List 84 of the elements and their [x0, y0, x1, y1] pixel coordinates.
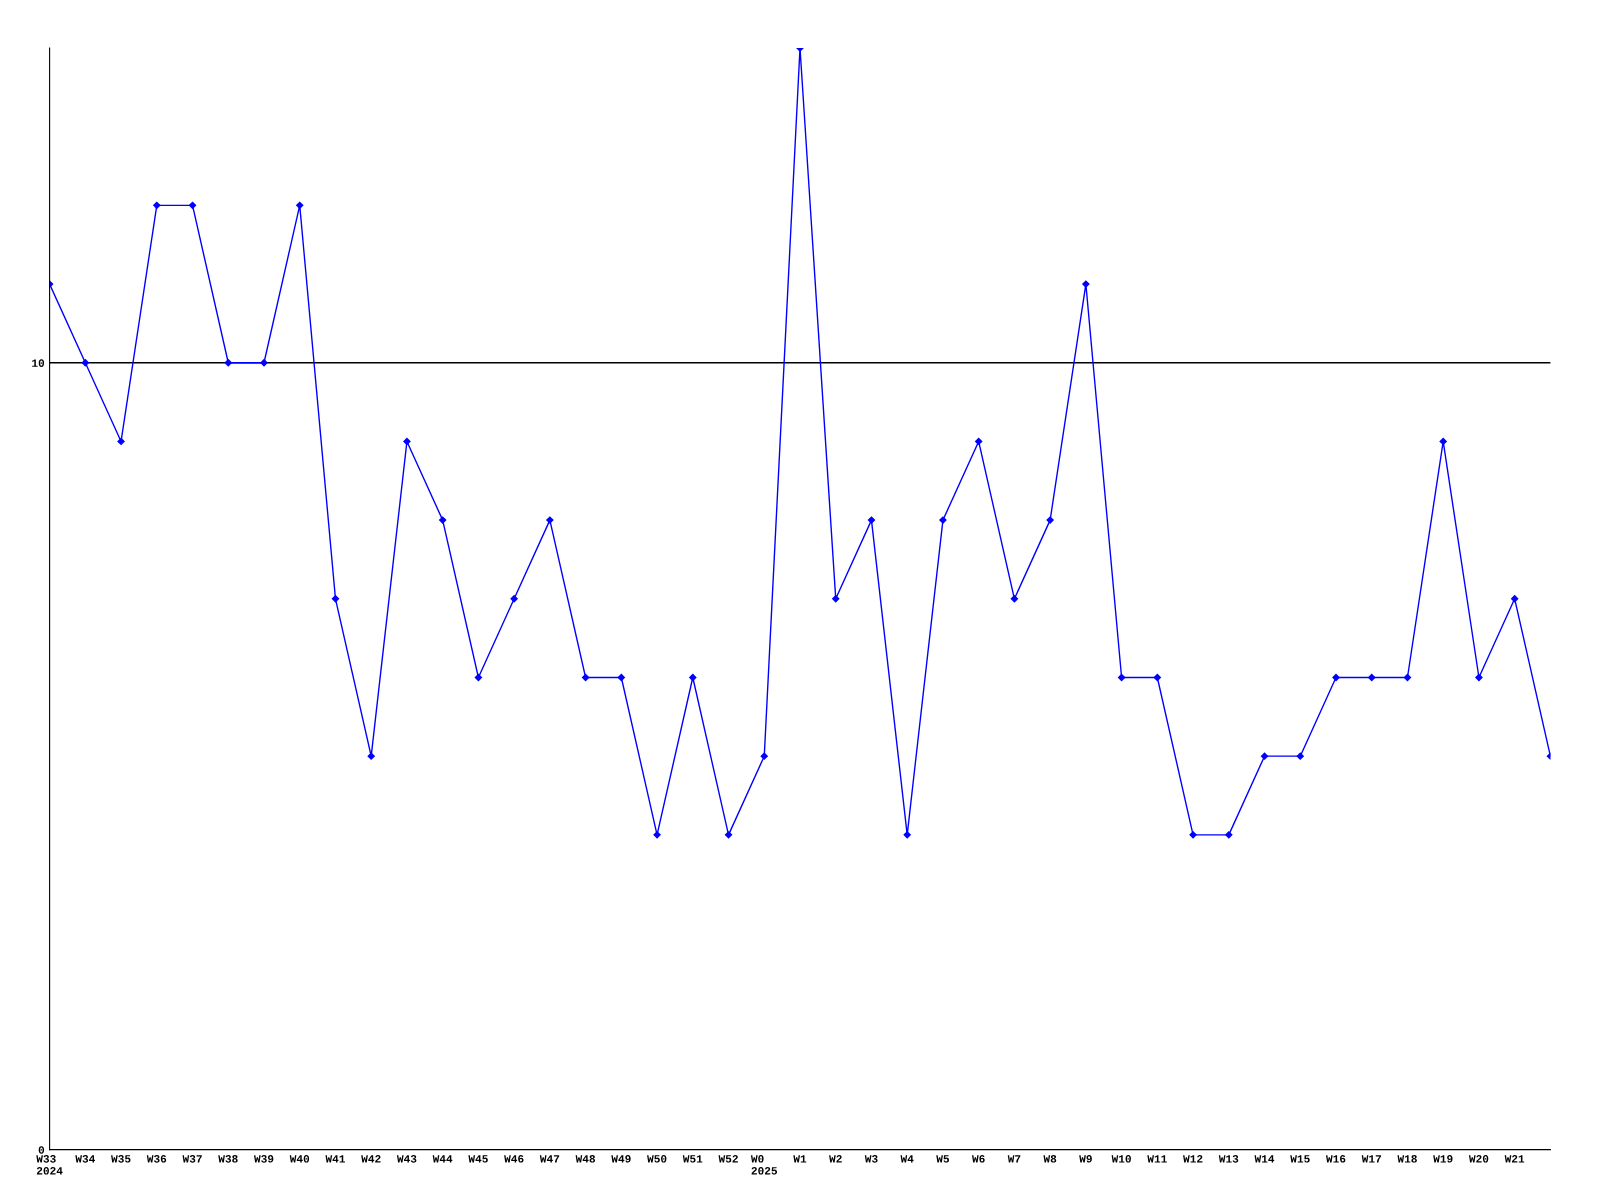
x-tick-label: W11: [1147, 1155, 1167, 1163]
point: [1189, 831, 1197, 839]
point: [367, 752, 375, 760]
x-tick-label: W45: [468, 1155, 488, 1163]
y-tick-label: 10: [32, 359, 45, 367]
point: [653, 831, 661, 839]
x-tick-label: W5: [936, 1155, 950, 1163]
x-tick-label: W49: [611, 1155, 631, 1163]
x-tick-label: W48: [575, 1155, 596, 1163]
point: [1511, 595, 1519, 603]
x-tick-label: W8: [1043, 1155, 1057, 1163]
point: [939, 516, 947, 524]
x-tick-label: W41: [325, 1155, 345, 1163]
point: [331, 595, 340, 603]
x-tick-label: W9: [1079, 1155, 1092, 1163]
x-tick-label: W51: [682, 1155, 703, 1163]
point: [1475, 673, 1483, 682]
point: [1439, 437, 1447, 446]
point: [260, 359, 268, 367]
x-tick-label: W43: [396, 1155, 417, 1163]
x-tick-label: W17: [1361, 1155, 1381, 1163]
x-tick-label: W0 2025: [750, 1155, 778, 1175]
point: [1260, 752, 1269, 760]
point: [760, 752, 768, 760]
x-tick-label: W37: [182, 1155, 202, 1163]
x-tick-label: W42: [361, 1155, 381, 1163]
x-tick-label: W15: [1290, 1155, 1310, 1163]
x-tick-label: W21: [1504, 1155, 1525, 1163]
point: [1010, 595, 1019, 603]
x-tick-label: W36: [146, 1155, 167, 1163]
point: [903, 831, 911, 839]
x-tick-label: W40: [289, 1155, 310, 1163]
point: [546, 516, 554, 524]
point: [153, 201, 161, 210]
point: [1117, 673, 1126, 682]
point: [439, 516, 447, 524]
point: [617, 673, 625, 682]
x-tick-label: W4: [900, 1155, 914, 1163]
point: [581, 673, 590, 682]
point: [81, 359, 89, 367]
x-tick-label: W13: [1218, 1155, 1239, 1163]
point: [1082, 280, 1090, 288]
point: [867, 516, 876, 524]
x-tick-label: W1: [793, 1155, 807, 1163]
x-tick-label: W18: [1397, 1155, 1417, 1163]
x-tick-label: W38: [218, 1155, 238, 1163]
x-tick-label: W7: [1007, 1155, 1021, 1163]
x-tick-label: W12: [1183, 1155, 1203, 1163]
point: [689, 673, 697, 682]
x-tick-label: W10: [1111, 1155, 1131, 1163]
x-tick-label: W50: [647, 1155, 667, 1163]
x-tick-label: W44: [432, 1155, 453, 1163]
x-tick-label: W47: [539, 1155, 560, 1163]
x-tick-label: W2: [829, 1155, 842, 1163]
x-tick-label: W3: [864, 1155, 878, 1163]
x-tick-label: W33 2024: [36, 1155, 63, 1175]
point: [1296, 752, 1304, 760]
x-tick-label: W35: [111, 1155, 131, 1163]
point: [188, 201, 197, 210]
x-tick-label: W39: [254, 1155, 274, 1163]
point: [1332, 673, 1340, 682]
point: [224, 359, 232, 367]
x-tick-label: W14: [1254, 1155, 1275, 1163]
point: [975, 437, 983, 446]
point: [510, 595, 518, 603]
x-tick-label: W16: [1326, 1155, 1346, 1163]
x-tick-label: W46: [504, 1155, 524, 1163]
point: [1046, 516, 1054, 524]
x-tick-label: W52: [718, 1155, 738, 1163]
point: [296, 201, 304, 210]
line-series: [49, 48, 1551, 839]
x-tick-label: W34: [75, 1155, 95, 1163]
point: [1153, 673, 1161, 682]
point: [474, 673, 483, 682]
point: [1225, 831, 1233, 839]
x-tick-label: W6: [972, 1155, 985, 1163]
x-tick-label: W20: [1468, 1155, 1489, 1163]
point: [724, 831, 733, 839]
x-tick-label: W19: [1433, 1155, 1453, 1163]
point: [1368, 673, 1376, 682]
point: [403, 437, 411, 446]
point: [117, 437, 125, 446]
point: [832, 595, 840, 603]
y-tick-label: 0: [38, 1146, 45, 1154]
